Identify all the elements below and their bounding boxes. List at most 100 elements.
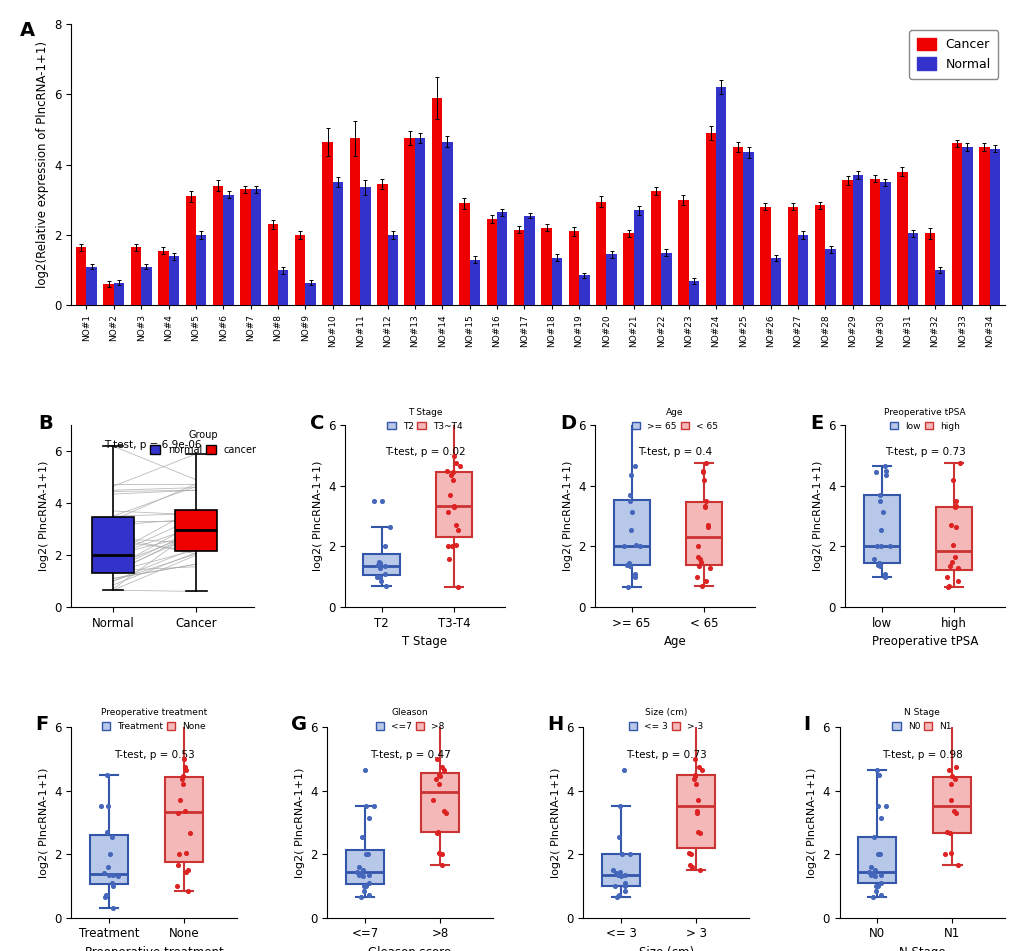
Point [615,763,632,778]
X-axis label: Age: Age [663,635,686,649]
X-axis label: Size (cm): Size (cm) [638,946,693,951]
Point [357,879,373,894]
Bar [660,253,671,305]
Point [610,799,627,814]
Bar [469,260,480,305]
Text: T-test, p = 0.02: T-test, p = 0.02 [384,447,465,457]
Point [690,550,706,565]
Bar [934,270,945,305]
Point [607,865,624,881]
Point [627,412,643,427]
Bar [459,204,469,305]
Point [873,504,890,519]
Bar [814,205,824,305]
Point [446,498,463,514]
Bar [678,200,688,305]
Bar [496,212,506,305]
Point [443,539,460,554]
Point [691,825,707,841]
Point [179,883,196,899]
Point [870,767,887,783]
Point [935,846,952,862]
Point [937,569,954,584]
Text: G: G [290,715,307,734]
Bar [114,282,124,305]
Point [105,901,121,916]
Point [690,539,706,554]
Point [688,805,704,821]
Text: A: A [20,21,36,40]
Legend: T2, T3~T4: T2, T3~T4 [385,406,464,433]
X-axis label: Preoperative treatment: Preoperative treatment [85,946,223,951]
Point [371,569,387,584]
PathPatch shape [421,773,459,832]
Point [355,869,371,884]
Point [868,879,884,894]
Bar [759,206,770,305]
Point [868,763,884,778]
Point [435,804,451,819]
Point [357,799,373,814]
Text: T-test, p = 0.4: T-test, p = 0.4 [637,447,711,457]
Point [627,537,643,553]
Point [449,412,466,427]
Point [446,499,463,514]
Point [862,867,878,883]
Point [610,888,627,903]
PathPatch shape [935,507,971,570]
Bar [251,189,261,305]
Point [872,522,889,537]
Legend: >= 65, < 65: >= 65, < 65 [630,406,719,433]
PathPatch shape [363,554,399,575]
Point [866,863,882,878]
Point [881,539,898,554]
Point [376,566,392,581]
Bar [415,138,425,305]
Bar [879,183,890,305]
Point [942,777,958,792]
Point [942,558,958,573]
Bar [606,254,616,305]
Point [624,504,640,519]
Bar [541,228,551,305]
Point [940,580,956,595]
Bar [223,195,233,305]
Point [182,825,199,841]
Point [610,829,627,844]
PathPatch shape [92,517,133,573]
Point [871,846,888,862]
Point [439,504,455,519]
Point [441,487,458,502]
Point [621,555,637,571]
Point [440,539,457,554]
Y-axis label: log2( PlncRNA-1+1): log2( PlncRNA-1+1) [812,461,822,572]
Point [686,768,702,784]
Y-axis label: log2( PlncRNA-1+1): log2( PlncRNA-1+1) [562,461,572,572]
Text: F: F [35,715,48,734]
Bar [103,284,114,305]
Point [872,867,889,883]
Point [376,558,392,573]
Point [871,875,888,890]
Point [99,825,115,840]
Point [434,858,450,873]
Point [694,763,710,778]
Point [938,825,955,840]
Point [872,810,889,825]
Y-axis label: log2( PlncRNA-1+1): log2( PlncRNA-1+1) [312,461,322,572]
Point [622,494,638,509]
Point [615,875,632,890]
Point [699,517,715,533]
Point [447,456,464,471]
Point [942,792,958,807]
PathPatch shape [345,850,383,883]
Point [868,539,884,554]
Point [945,804,961,819]
Point [445,448,462,463]
Point [690,792,706,807]
Point [947,519,963,534]
Y-axis label: log2( PlncRNA-1+1): log2( PlncRNA-1+1) [806,767,816,878]
Point [372,560,388,575]
PathPatch shape [677,775,714,847]
Point [697,456,713,471]
